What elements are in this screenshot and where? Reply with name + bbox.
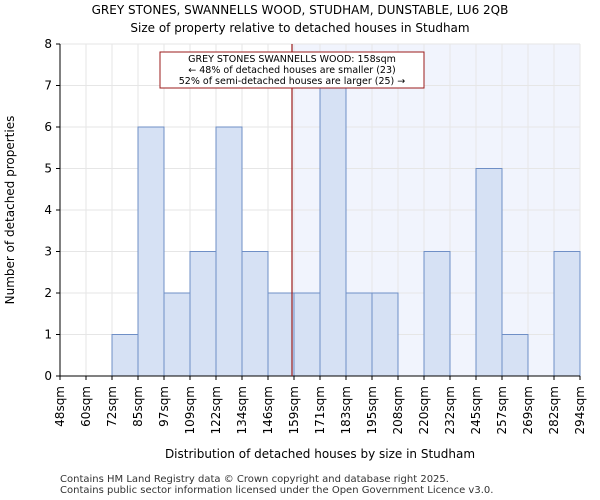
x-tick-label: 232sqm bbox=[443, 386, 457, 434]
x-tick-label: 122sqm bbox=[209, 386, 223, 434]
bar bbox=[163, 292, 191, 377]
chart-subtitle: Size of property relative to detached ho… bbox=[130, 21, 470, 35]
x-tick-label: 159sqm bbox=[287, 386, 301, 434]
bar bbox=[345, 292, 373, 377]
x-tick-label: 60sqm bbox=[79, 386, 93, 427]
bar bbox=[371, 292, 399, 377]
y-tick-label: 3 bbox=[44, 245, 52, 259]
annotation-text: GREY STONES SWANNELLS WOOD: 158sqm bbox=[188, 54, 396, 65]
x-tick-label: 97sqm bbox=[157, 386, 171, 427]
bar bbox=[111, 334, 139, 377]
y-tick-label: 6 bbox=[44, 120, 52, 134]
footer-copyright: Contains HM Land Registry data © Crown c… bbox=[60, 474, 449, 485]
bar bbox=[267, 292, 295, 377]
bar bbox=[189, 251, 217, 377]
x-tick-label: 208sqm bbox=[391, 386, 405, 434]
bar bbox=[475, 168, 503, 377]
y-axis-title: Number of detached properties bbox=[3, 116, 17, 305]
bar bbox=[553, 251, 581, 377]
x-tick-label: 171sqm bbox=[313, 386, 327, 434]
x-tick-label: 48sqm bbox=[53, 386, 67, 427]
y-tick-label: 2 bbox=[44, 286, 52, 300]
x-tick-label: 109sqm bbox=[183, 386, 197, 434]
bar bbox=[215, 126, 243, 377]
bar bbox=[293, 292, 321, 377]
x-tick-label: 183sqm bbox=[339, 386, 353, 434]
x-tick-label: 72sqm bbox=[105, 386, 119, 427]
bar bbox=[423, 251, 451, 377]
y-tick-label: 8 bbox=[44, 37, 52, 51]
x-tick-label: 134sqm bbox=[235, 386, 249, 434]
y-tick-label: 1 bbox=[44, 328, 52, 342]
x-tick-label: 245sqm bbox=[469, 386, 483, 434]
bar bbox=[137, 126, 165, 377]
x-tick-label: 269sqm bbox=[521, 386, 535, 434]
bar bbox=[501, 334, 529, 377]
x-tick-label: 85sqm bbox=[131, 386, 145, 427]
x-tick-label: 294sqm bbox=[573, 386, 587, 434]
y-tick-label: 0 bbox=[44, 369, 52, 383]
x-tick-label: 146sqm bbox=[261, 386, 275, 434]
y-tick-label: 5 bbox=[44, 162, 52, 176]
x-tick-label: 257sqm bbox=[495, 386, 509, 434]
bar bbox=[241, 251, 269, 377]
bar bbox=[319, 85, 347, 377]
annotation-text: 52% of semi-detached houses are larger (… bbox=[179, 76, 406, 87]
footer-licence: Contains public sector information licen… bbox=[60, 485, 494, 496]
annotation-text: ← 48% of detached houses are smaller (23… bbox=[188, 65, 395, 76]
chart-title: GREY STONES, SWANNELLS WOOD, STUDHAM, DU… bbox=[91, 3, 509, 17]
x-tick-label: 195sqm bbox=[365, 386, 379, 434]
x-tick-label: 282sqm bbox=[547, 386, 561, 434]
y-tick-label: 7 bbox=[44, 79, 52, 93]
annotation-box bbox=[159, 51, 425, 89]
x-axis-title: Distribution of detached houses by size … bbox=[165, 447, 475, 461]
x-tick-label: 220sqm bbox=[417, 386, 431, 434]
y-tick-label: 4 bbox=[44, 203, 52, 217]
